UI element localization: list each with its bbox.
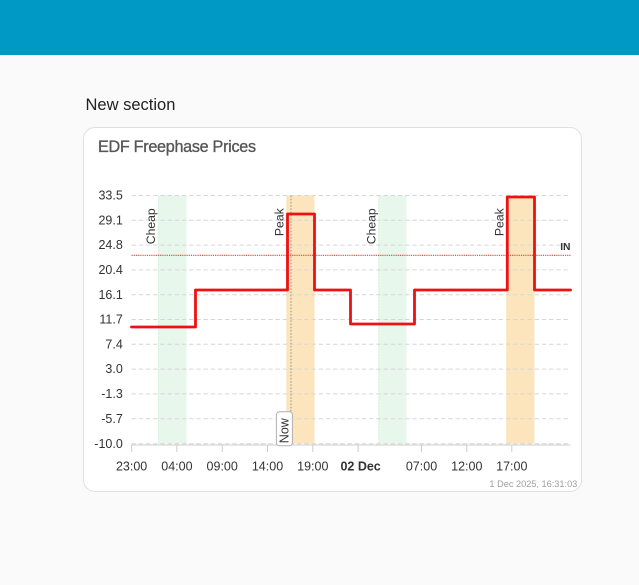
svg-text:-1.3: -1.3 bbox=[101, 387, 123, 401]
svg-text:Cheap: Cheap bbox=[364, 208, 378, 244]
svg-text:3.0: 3.0 bbox=[105, 362, 122, 376]
svg-text:24.8: 24.8 bbox=[98, 238, 122, 252]
svg-text:19:00: 19:00 bbox=[297, 459, 328, 473]
svg-text:29.1: 29.1 bbox=[98, 213, 122, 227]
svg-text:16.1: 16.1 bbox=[98, 288, 122, 302]
svg-text:-10.0: -10.0 bbox=[94, 437, 123, 451]
svg-text:Cheap: Cheap bbox=[144, 208, 158, 244]
svg-text:1 Dec 2025, 16:31:03: 1 Dec 2025, 16:31:03 bbox=[489, 479, 577, 489]
svg-text:04:00: 04:00 bbox=[161, 459, 192, 473]
svg-text:Peak: Peak bbox=[492, 207, 506, 236]
svg-text:20.4: 20.4 bbox=[98, 263, 122, 277]
svg-text:IN: IN bbox=[560, 242, 570, 253]
svg-text:Peak: Peak bbox=[272, 207, 286, 236]
svg-text:09:00: 09:00 bbox=[207, 459, 238, 473]
svg-text:Now: Now bbox=[278, 417, 292, 443]
svg-text:17:00: 17:00 bbox=[496, 459, 527, 473]
svg-text:14:00: 14:00 bbox=[252, 459, 283, 473]
svg-text:7.4: 7.4 bbox=[105, 337, 122, 351]
svg-text:07:00: 07:00 bbox=[406, 459, 437, 473]
svg-text:-5.7: -5.7 bbox=[101, 412, 123, 426]
svg-text:12:00: 12:00 bbox=[451, 459, 482, 473]
svg-text:33.5: 33.5 bbox=[98, 189, 122, 203]
svg-text:02 Dec: 02 Dec bbox=[340, 459, 380, 473]
svg-text:23:00: 23:00 bbox=[116, 459, 147, 473]
svg-text:11.7: 11.7 bbox=[99, 313, 122, 327]
